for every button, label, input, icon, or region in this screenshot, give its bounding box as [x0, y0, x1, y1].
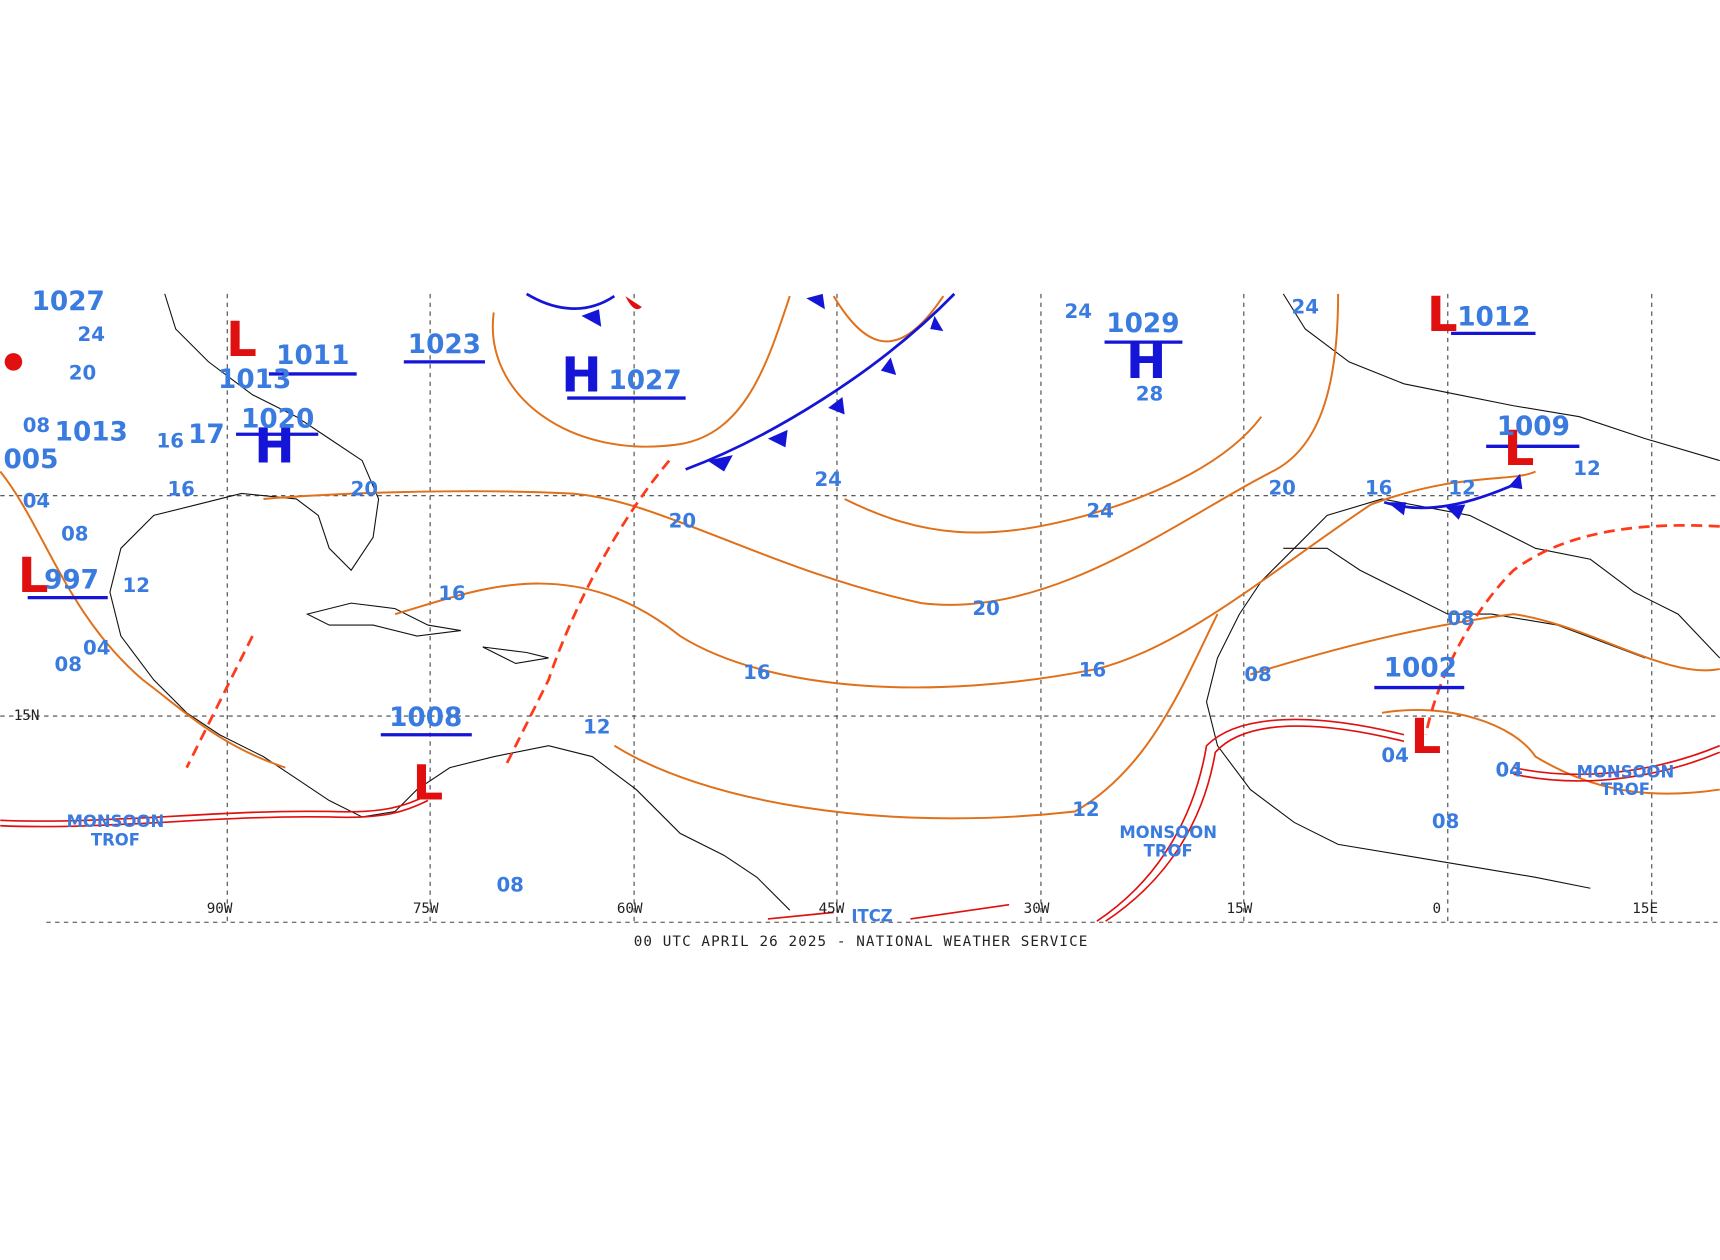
- low-letter: L: [226, 312, 257, 368]
- low-letter: L: [1504, 421, 1535, 477]
- pressure-label: 1013: [55, 418, 128, 448]
- high-pressure: 1027: [608, 366, 681, 396]
- high-letter: H: [1126, 334, 1166, 390]
- longitude-label: 60W: [617, 901, 643, 917]
- isobar-label: 24: [1064, 300, 1091, 323]
- high-letter: H: [254, 419, 294, 475]
- front-marker: [4, 353, 23, 371]
- isobar-label: 24: [1291, 296, 1318, 319]
- annotation: TROF: [91, 831, 140, 850]
- cold-fronts: [4, 292, 1523, 520]
- low-pressure: 1008: [389, 703, 462, 733]
- low-letter: L: [413, 755, 444, 811]
- annotation: MONSOON: [67, 812, 165, 831]
- isobar-label: 08: [1447, 607, 1474, 630]
- pressure-label: 1023: [408, 330, 481, 360]
- troughs: [185, 459, 1720, 769]
- isobar-label: 12: [123, 574, 150, 597]
- low-pressure: 1011: [276, 341, 349, 371]
- isobar-label: 16: [1365, 477, 1392, 500]
- isobar-label: 04: [1381, 744, 1408, 767]
- annotation: ITCZ: [851, 906, 892, 925]
- low-pressure: 1009: [1497, 412, 1570, 442]
- isobar-label: 20: [972, 597, 999, 620]
- isobar-label: 20: [669, 509, 696, 532]
- isobar-label: 08: [61, 523, 88, 546]
- annotation: TROF: [1144, 842, 1193, 861]
- grid: [0, 293, 1720, 923]
- high-letter: H: [561, 347, 601, 403]
- pressure-label: 17: [188, 420, 225, 450]
- isobar-label: 12: [1072, 798, 1099, 821]
- isobar-label: 16: [1079, 659, 1106, 682]
- isobar-label: 24: [78, 323, 105, 346]
- low-pressure: 1002: [1384, 653, 1457, 683]
- high-pressure: 1020: [241, 405, 314, 435]
- pressure-label: 1027: [32, 287, 105, 317]
- isobar-label: 24: [814, 468, 841, 491]
- pressure-label: 1013: [218, 365, 291, 395]
- isobar-label: 20: [69, 361, 96, 384]
- longitude-label: 90W: [207, 901, 233, 917]
- footer: 00 UTC APRIL 26 2025 - NATIONAL WEATHER …: [634, 934, 1089, 950]
- isobar-label: 08: [1432, 810, 1459, 833]
- annotation: MONSOON: [1119, 823, 1217, 842]
- longitude-label: 15W: [1227, 901, 1253, 917]
- monsoon-troughs: [0, 718, 1720, 922]
- isobar-label: 08: [1244, 663, 1271, 686]
- isobar-label: 16: [743, 661, 770, 684]
- low-letter: L: [1427, 287, 1458, 343]
- longitude-label: 45W: [819, 901, 845, 917]
- pressure-label: 005: [4, 445, 59, 475]
- isobar-label: 04: [23, 490, 50, 513]
- isobar-label: 12: [1448, 477, 1475, 500]
- isobar-label: 12: [583, 716, 610, 739]
- isobar-label: 04: [1495, 758, 1522, 781]
- high-pressure: 1029: [1106, 309, 1179, 339]
- low-pressure: 997: [44, 566, 99, 596]
- isobar-label: 08: [23, 414, 50, 437]
- latitude-label: 15N: [14, 708, 40, 724]
- isobar-label: 20: [351, 478, 378, 501]
- isobars: [0, 293, 1720, 820]
- isobar-label: 24: [1086, 500, 1113, 523]
- isobar-label: 16: [167, 478, 194, 501]
- longitude-label: 75W: [413, 901, 439, 917]
- isobar-label: 12: [1573, 457, 1600, 480]
- low-letter: L: [18, 548, 49, 604]
- isobar-label: 08: [496, 874, 523, 897]
- coastlines: [109, 293, 1720, 911]
- low-pressure: 1012: [1457, 303, 1530, 333]
- isobar-label: 16: [438, 582, 465, 605]
- isobar-label: 20: [1268, 477, 1295, 500]
- longitude-label: 30W: [1024, 901, 1050, 917]
- isobar-label: 04: [83, 637, 110, 660]
- isobar-label: 08: [55, 653, 82, 676]
- center-marks: [27, 331, 1580, 737]
- longitude-label: 0: [1433, 901, 1442, 917]
- low-letter: L: [1410, 709, 1441, 765]
- isobar-label: 16: [157, 429, 184, 452]
- annotation: MONSOON: [1577, 763, 1675, 782]
- longitude-label: 15E: [1632, 901, 1658, 917]
- isobar-label: 28: [1136, 382, 1163, 405]
- annotation: TROF: [1601, 780, 1650, 799]
